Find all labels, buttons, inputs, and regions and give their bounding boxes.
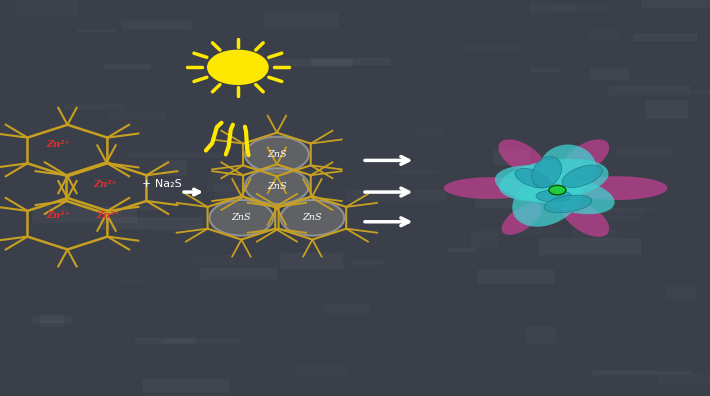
Ellipse shape: [568, 176, 667, 200]
Circle shape: [245, 168, 309, 204]
Text: Zn²⁺: Zn²⁺: [96, 211, 120, 220]
Ellipse shape: [444, 177, 536, 199]
Text: Zn²⁺: Zn²⁺: [46, 211, 70, 220]
Ellipse shape: [532, 156, 562, 188]
Text: Zn²⁺: Zn²⁺: [93, 180, 117, 188]
Text: ZnS: ZnS: [231, 213, 251, 222]
Ellipse shape: [536, 190, 572, 202]
Ellipse shape: [502, 203, 542, 235]
Circle shape: [209, 200, 273, 236]
Ellipse shape: [498, 139, 545, 175]
Circle shape: [549, 185, 566, 195]
Ellipse shape: [535, 178, 615, 214]
Circle shape: [245, 137, 309, 172]
Ellipse shape: [544, 195, 592, 213]
Text: ZnS: ZnS: [302, 213, 322, 222]
Text: + Na₂S: + Na₂S: [142, 179, 182, 189]
Text: ZnS: ZnS: [267, 182, 287, 190]
Ellipse shape: [562, 201, 609, 237]
Text: ZnS: ZnS: [267, 150, 287, 159]
Ellipse shape: [562, 139, 609, 175]
Ellipse shape: [512, 173, 581, 227]
Ellipse shape: [515, 168, 550, 188]
Circle shape: [280, 200, 344, 236]
Ellipse shape: [562, 165, 603, 188]
Circle shape: [208, 51, 268, 84]
Ellipse shape: [495, 165, 584, 203]
Ellipse shape: [540, 145, 596, 192]
Ellipse shape: [499, 159, 608, 202]
Text: Zn²⁺: Zn²⁺: [46, 140, 70, 149]
